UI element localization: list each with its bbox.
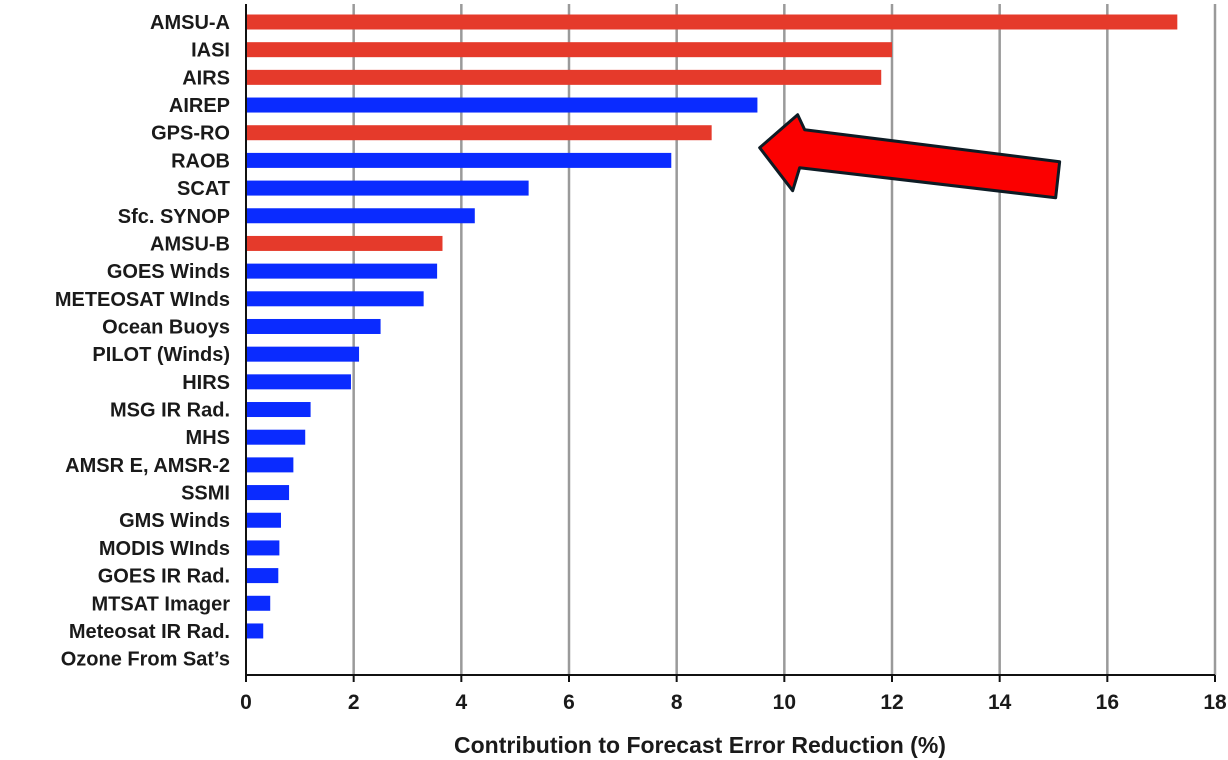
x-tick-label: 8 (671, 691, 683, 714)
bar (246, 540, 280, 556)
bar (246, 152, 672, 168)
bars (246, 14, 1178, 639)
bar (246, 235, 443, 251)
category-label: AMSU-B (150, 233, 230, 255)
category-label: GOES IR Rad. (98, 566, 230, 588)
bar (246, 623, 264, 639)
category-labels: AMSU-A IASI AIRS AIREP GPS-RO RAOB SCAT Sfc. SY… (55, 12, 230, 671)
category-label: SCAT (177, 178, 230, 200)
x-axis-title: Contribution to Forecast Error Reduction… (454, 732, 946, 758)
category-label: METEOSAT WInds (55, 289, 230, 311)
bar (246, 291, 424, 307)
bar (246, 14, 1178, 30)
x-tick-label: 0 (240, 691, 252, 714)
category-label: MTSAT Imager (91, 593, 230, 615)
category-label: GMS Winds (119, 510, 230, 532)
bar (246, 512, 281, 528)
bar (246, 42, 892, 58)
annotation-arrow (758, 113, 1062, 200)
bar (246, 180, 529, 196)
x-axis: 0 2 4 6 8 10 12 14 16 18 (240, 4, 1227, 714)
category-label: IASI (191, 40, 230, 62)
category-label: PILOT (Winds) (92, 344, 230, 366)
bar (246, 485, 290, 501)
annotation-arrow-shape (758, 113, 1062, 200)
bar (246, 97, 758, 113)
x-tick-label: 18 (1203, 691, 1227, 714)
category-label: MSG IR Rad. (110, 400, 230, 422)
bar (246, 208, 475, 224)
category-label: HIRS (182, 372, 230, 394)
x-tick-label: 2 (348, 691, 360, 714)
category-label: GPS-RO (151, 123, 230, 145)
category-label: GOES Winds (107, 261, 230, 283)
category-label: AIREP (169, 95, 230, 117)
grid-lines (352, 4, 1217, 675)
x-tick-label: 6 (563, 691, 575, 714)
x-tick-label: 4 (455, 691, 467, 714)
x-tick-label: 14 (988, 691, 1012, 714)
category-label: Ocean Buoys (102, 316, 230, 338)
bar (246, 69, 882, 85)
bar (246, 346, 360, 362)
bar (246, 429, 306, 445)
category-label: AMSR E, AMSR-2 (65, 455, 230, 477)
x-tick-label: 16 (1096, 691, 1119, 714)
category-label: RAOB (171, 150, 230, 172)
category-label: SSMI (181, 483, 230, 505)
category-label: MHS (186, 427, 230, 449)
bar (246, 457, 294, 473)
bar (246, 263, 438, 279)
bar (246, 318, 381, 334)
bar (246, 125, 712, 141)
bar (246, 595, 271, 611)
bar (246, 402, 311, 418)
category-label: Sfc. SYNOP (118, 206, 230, 228)
category-label: Meteosat IR Rad. (69, 621, 230, 643)
category-label: MODIS WInds (99, 538, 230, 560)
x-tick-label: 12 (880, 691, 903, 714)
x-tick-label: 10 (773, 691, 796, 714)
category-label: AMSU-A (150, 12, 230, 34)
category-label: Ozone From Sat’s (61, 649, 230, 671)
bar (246, 374, 351, 390)
category-label: AIRS (182, 67, 230, 89)
bar (246, 568, 279, 584)
